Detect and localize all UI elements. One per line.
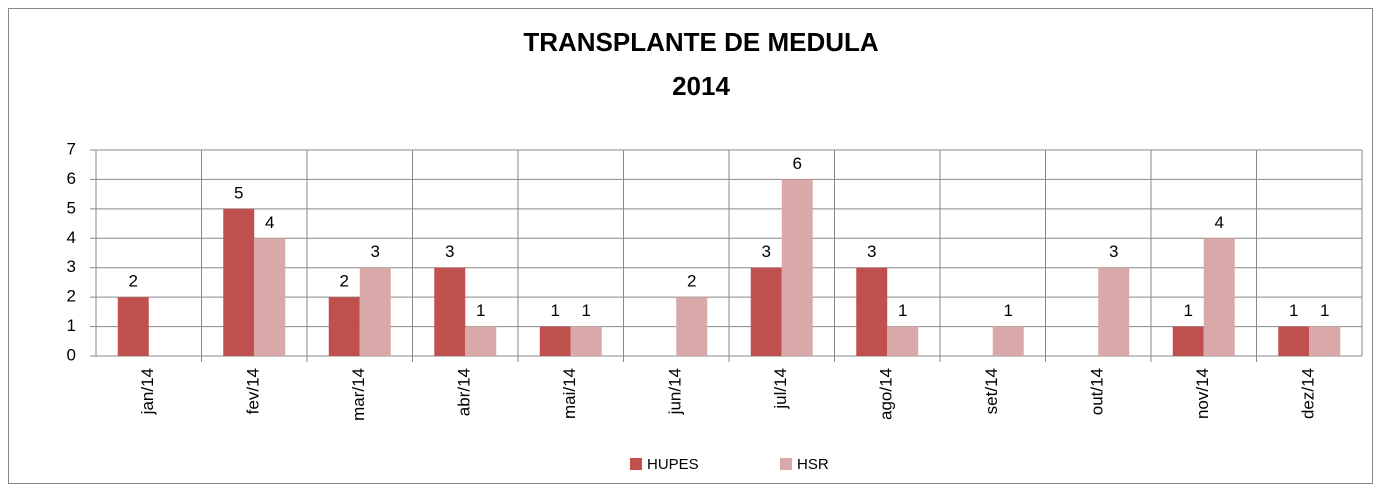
y-tick-label: 7 [67, 139, 76, 158]
bar [465, 326, 497, 356]
chart-title: TRANSPLANTE DE MEDULA [523, 27, 879, 57]
bar [1309, 326, 1341, 356]
data-label: 2 [340, 272, 349, 291]
y-tick-label: 2 [67, 287, 76, 306]
bar [1098, 267, 1130, 356]
data-label: 4 [1215, 213, 1224, 232]
bar [117, 297, 149, 356]
data-label: 3 [762, 242, 771, 261]
legend-label: HSR [797, 456, 829, 473]
bar [1172, 326, 1204, 356]
data-label: 1 [1004, 301, 1013, 320]
data-label: 2 [687, 272, 696, 291]
bar [359, 267, 391, 356]
data-label: 1 [1289, 301, 1298, 320]
bar [750, 267, 782, 356]
bar [434, 267, 466, 356]
data-label: 2 [129, 272, 138, 291]
x-tick-label: fev/14 [244, 368, 263, 414]
data-label: 3 [867, 242, 876, 261]
bar [328, 297, 360, 356]
bar [781, 179, 813, 356]
bar [992, 326, 1024, 356]
data-label: 1 [1184, 301, 1193, 320]
bar [570, 326, 602, 356]
data-label: 6 [793, 154, 802, 173]
x-tick-label: out/14 [1088, 368, 1107, 415]
chart-subtitle: 2014 [672, 71, 730, 101]
x-tick-label: jul/14 [771, 368, 790, 410]
x-tick-label: set/14 [982, 368, 1001, 414]
x-tick-label: mar/14 [349, 368, 368, 421]
bar [254, 238, 286, 356]
data-label: 1 [582, 301, 591, 320]
x-tick-label: jun/14 [666, 368, 685, 415]
data-label: 4 [265, 213, 274, 232]
y-tick-label: 4 [67, 228, 76, 247]
y-tick-label: 6 [67, 169, 76, 188]
data-label: 1 [898, 301, 907, 320]
data-label: 1 [476, 301, 485, 320]
bar [676, 297, 708, 356]
x-tick-label: dez/14 [1299, 368, 1318, 419]
data-label: 3 [371, 242, 380, 261]
data-label: 1 [1320, 301, 1329, 320]
bar [539, 326, 571, 356]
y-tick-label: 1 [67, 316, 76, 335]
x-tick-label: nov/14 [1193, 368, 1212, 419]
x-tick-label: abr/14 [455, 368, 474, 416]
x-tick-label: mai/14 [560, 368, 579, 419]
y-tick-label: 0 [67, 345, 76, 364]
data-label: 3 [445, 242, 454, 261]
y-tick-label: 3 [67, 257, 76, 276]
x-tick-label: jan/14 [138, 368, 157, 415]
data-label: 1 [551, 301, 560, 320]
data-label: 3 [1109, 242, 1118, 261]
legend-swatch [780, 458, 792, 470]
data-label: 5 [234, 183, 243, 202]
bar [1203, 238, 1235, 356]
y-tick-label: 5 [67, 198, 76, 217]
bar [856, 267, 888, 356]
legend-swatch [630, 458, 642, 470]
bar [223, 208, 255, 356]
bar [1278, 326, 1310, 356]
x-tick-label: ago/14 [877, 368, 896, 420]
bar [887, 326, 919, 356]
legend-label: HUPES [647, 456, 699, 473]
